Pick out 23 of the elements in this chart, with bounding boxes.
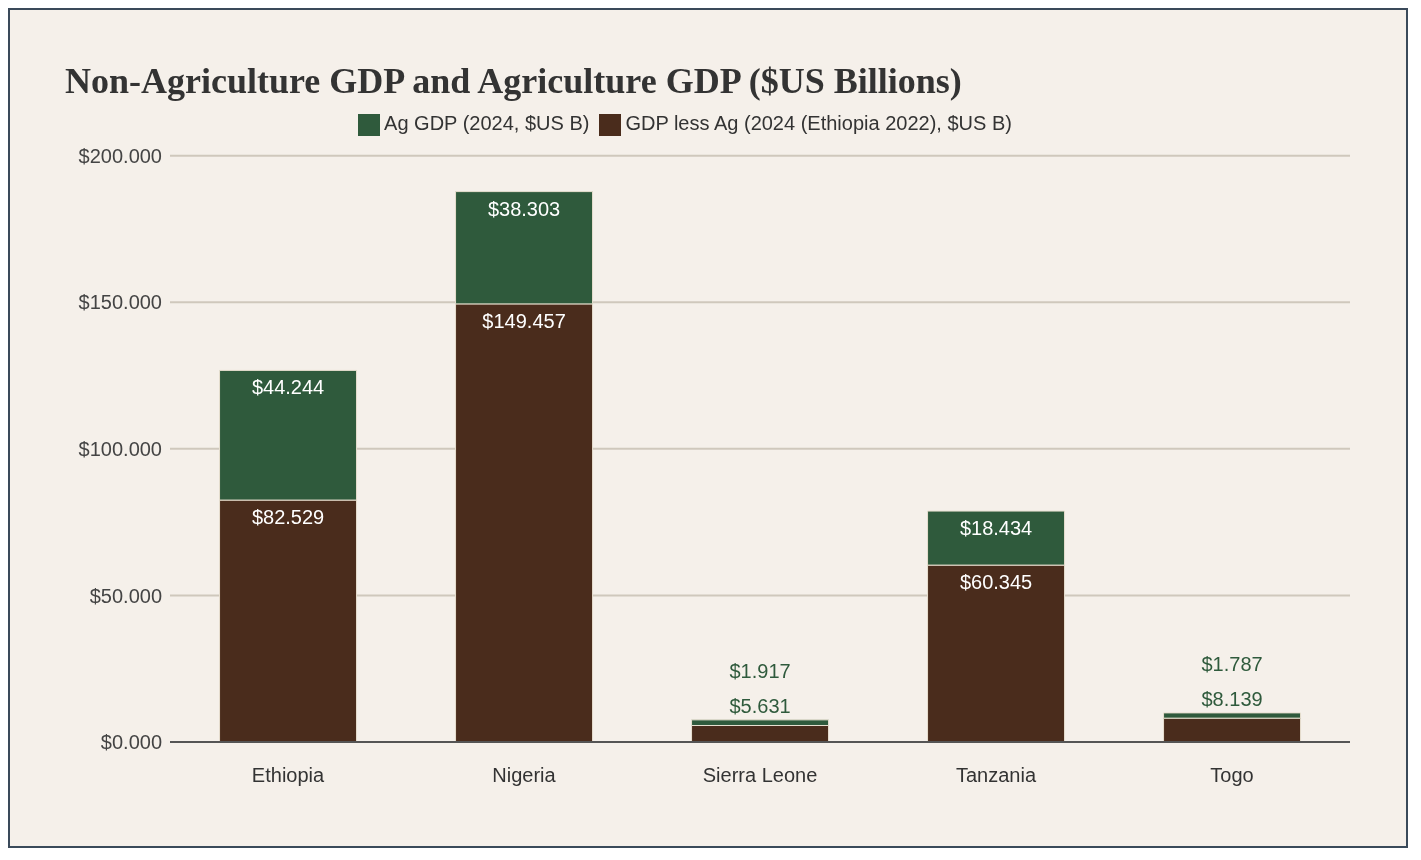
x-tick-label: Tanzania (955, 764, 1037, 787)
data-label: $5.631 (729, 695, 791, 718)
x-tick-label: Ethiopia (251, 764, 326, 787)
legend-label: Ag GDP (2024, $US B) (384, 112, 590, 134)
data-label: $82.529 (251, 506, 325, 529)
data-label: $60.345 (959, 571, 1033, 594)
y-tick-label: $0.000 (100, 731, 162, 754)
data-label: $1.917 (729, 659, 791, 682)
data-label: $1.787 (1201, 652, 1263, 675)
y-tick-label: $200.000 (78, 144, 162, 167)
data-label: $38.303 (487, 197, 561, 220)
legend-label: GDP less Ag (2024 (Ethiopia 2022), $US B) (625, 112, 1012, 134)
data-label: $149.457 (482, 309, 566, 332)
y-tick-label: $100.000 (78, 437, 162, 460)
y-tick-label: $150.000 (78, 291, 162, 314)
x-tick-label: Nigeria (492, 764, 557, 787)
chart-title: Non-Agriculture GDP and Agriculture GDP ($US Billions) (64, 60, 963, 102)
x-tick-label: Togo (1210, 764, 1254, 787)
data-label: $44.244 (251, 376, 325, 399)
data-label: $8.139 (1201, 688, 1263, 711)
x-tick-label: Sierra Leone (702, 764, 818, 787)
data-label: $18.434 (959, 517, 1033, 540)
y-tick-label: $50.000 (89, 584, 162, 607)
